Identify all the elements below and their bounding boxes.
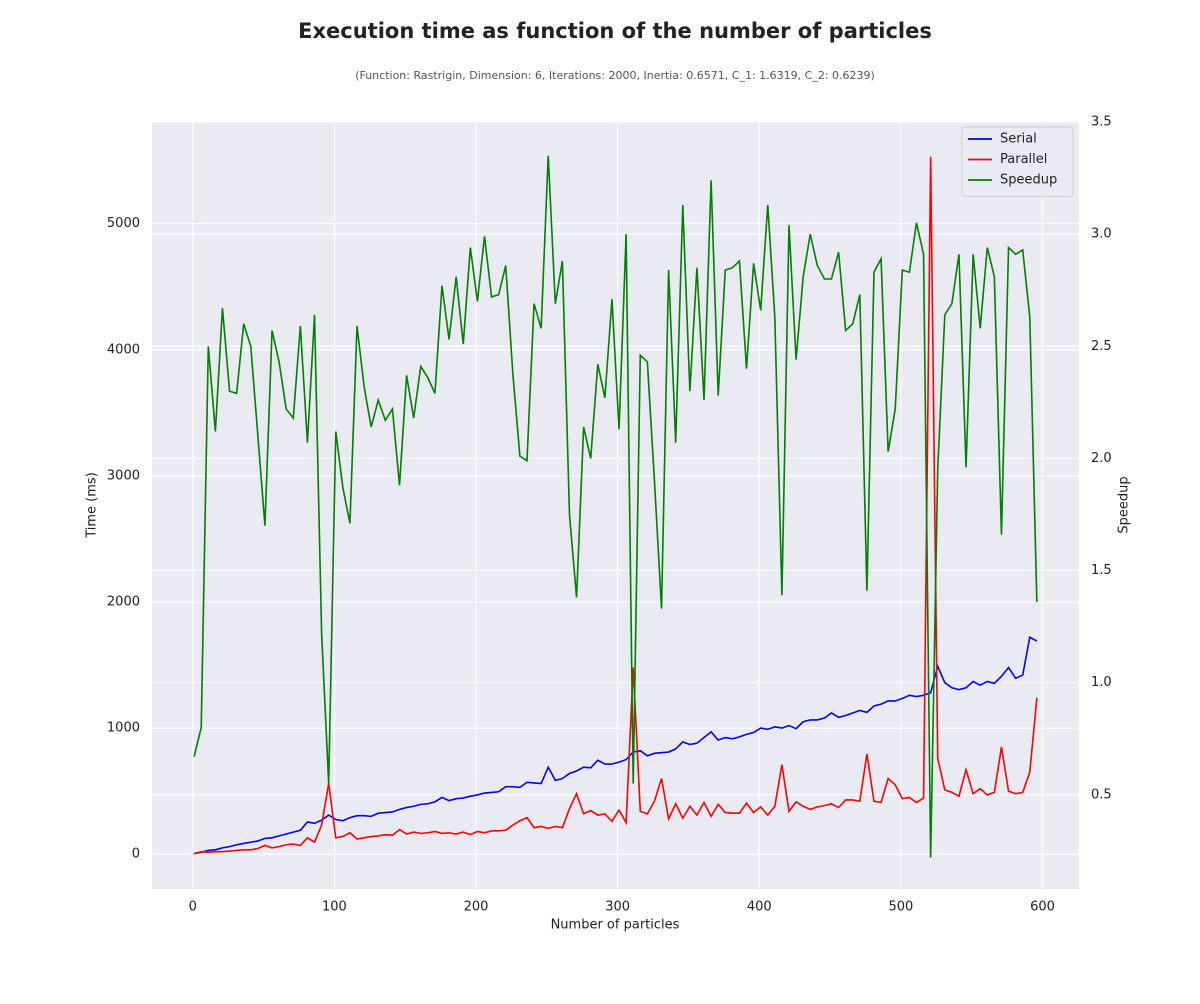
chart-title: Execution time as function of the number…: [298, 19, 932, 43]
y2-tick-label: 0.5: [1091, 787, 1112, 802]
y2-tick-label: 3.0: [1091, 227, 1112, 242]
y-tick-label: 3000: [107, 468, 140, 483]
legend-label: Serial: [1000, 132, 1037, 147]
y2-tick-label: 1.5: [1091, 563, 1112, 578]
plot-area: [152, 122, 1079, 889]
legend: Serial Parallel Speedup: [961, 126, 1074, 197]
x-tick-label: 500: [888, 900, 913, 915]
chart-subtitle: (Function: Rastrigin, Dimension: 6, Iter…: [355, 69, 875, 82]
y-tick-label: 4000: [107, 342, 140, 357]
legend-label: Parallel: [1000, 152, 1047, 167]
y2-axis-label: Speedup: [1117, 476, 1132, 533]
y-axis-label: Time (ms): [85, 472, 100, 539]
series-line: [193, 155, 1038, 858]
x-tick-label: 600: [1030, 900, 1055, 915]
y-tick-label: 0: [132, 847, 140, 862]
x-tick-label: 0: [189, 900, 197, 915]
x-tick-label: 400: [747, 900, 772, 915]
series-line: [193, 636, 1038, 855]
y2-tick-label: 3.5: [1091, 115, 1112, 130]
y-tick-label: 5000: [107, 216, 140, 231]
x-axis-label: Number of particles: [551, 918, 680, 933]
legend-label: Speedup: [1000, 173, 1057, 188]
x-tick-label: 100: [322, 900, 347, 915]
y2-tick-label: 2.5: [1091, 339, 1112, 354]
y-tick-label: 2000: [107, 594, 140, 609]
y2-tick-label: 2.0: [1091, 451, 1112, 466]
x-tick-label: 200: [464, 900, 489, 915]
y2-tick-label: 1.0: [1091, 675, 1112, 690]
y-tick-label: 1000: [107, 721, 140, 736]
series-line: [193, 156, 1038, 855]
x-tick-label: 300: [605, 900, 630, 915]
